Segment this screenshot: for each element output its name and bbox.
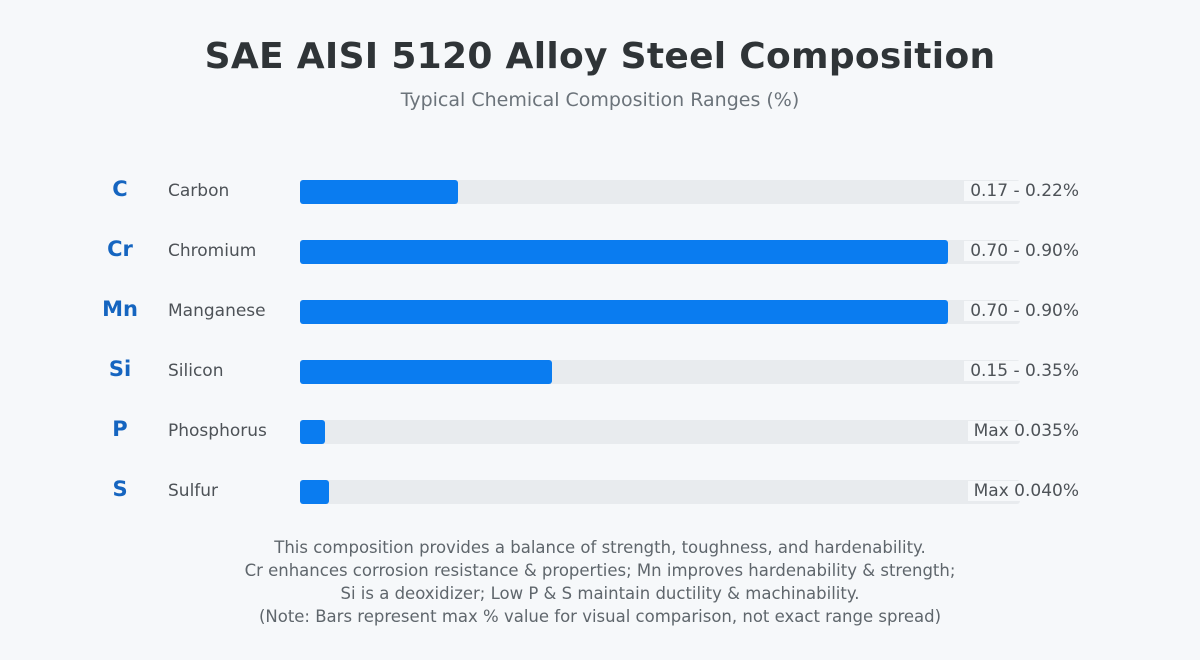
chart-subtitle: Typical Chemical Composition Ranges (%): [400, 89, 800, 111]
bar: [300, 180, 458, 204]
footnote-line: Si is a deoxidizer; Low P & S maintain d…: [340, 584, 860, 603]
bar-track: [300, 480, 1020, 504]
footnote-line: (Note: Bars represent max % value for vi…: [258, 607, 942, 626]
bar-track: [300, 300, 1020, 324]
element-symbol: S: [112, 477, 128, 501]
bar-track: [300, 360, 1020, 384]
row-carbon: C Carbon 0.17 - 0.22%: [0, 162, 1200, 222]
bar-track: [300, 240, 1020, 264]
range-label: 0.17 - 0.22%: [964, 181, 1079, 201]
element-symbol: Si: [108, 357, 132, 381]
element-name: Silicon: [168, 361, 224, 381]
element-symbol: C: [112, 177, 128, 201]
element-name: Chromium: [168, 241, 257, 261]
element-name: Manganese: [168, 301, 266, 321]
footnotes: This composition provides a balance of s…: [0, 536, 1200, 628]
element-symbol: Cr: [107, 237, 133, 261]
row-manganese: Mn Manganese 0.70 - 0.90%: [0, 282, 1200, 342]
footnote-line: This composition provides a balance of s…: [274, 538, 926, 557]
row-chromium: Cr Chromium 0.70 - 0.90%: [0, 222, 1200, 282]
element-symbol: P: [112, 417, 128, 441]
element-name: Phosphorus: [168, 421, 267, 441]
bar-track: [300, 180, 1020, 204]
bar: [300, 480, 329, 504]
composition-rows: C Carbon 0.17 - 0.22% Cr Chromium 0.70 -…: [0, 162, 1200, 522]
bar-track: [300, 420, 1020, 444]
range-label: Max 0.040%: [967, 481, 1079, 501]
row-phosphorus: P Phosphorus Max 0.035%: [0, 402, 1200, 462]
range-label: 0.15 - 0.35%: [964, 361, 1079, 381]
bar: [300, 420, 325, 444]
range-label: 0.70 - 0.90%: [964, 301, 1079, 321]
row-sulfur: S Sulfur Max 0.040%: [0, 462, 1200, 522]
element-name: Sulfur: [168, 481, 219, 501]
footnote-line: Cr enhances corrosion resistance & prope…: [244, 561, 956, 580]
chart-title: SAE AISI 5120 Alloy Steel Composition: [204, 36, 996, 77]
element-symbol: Mn: [102, 297, 138, 321]
element-name: Carbon: [168, 181, 230, 201]
range-label: 0.70 - 0.90%: [964, 241, 1079, 261]
range-label: Max 0.035%: [967, 421, 1079, 441]
bar: [300, 300, 948, 324]
bar: [300, 240, 948, 264]
bar: [300, 360, 552, 384]
row-silicon: Si Silicon 0.15 - 0.35%: [0, 342, 1200, 402]
